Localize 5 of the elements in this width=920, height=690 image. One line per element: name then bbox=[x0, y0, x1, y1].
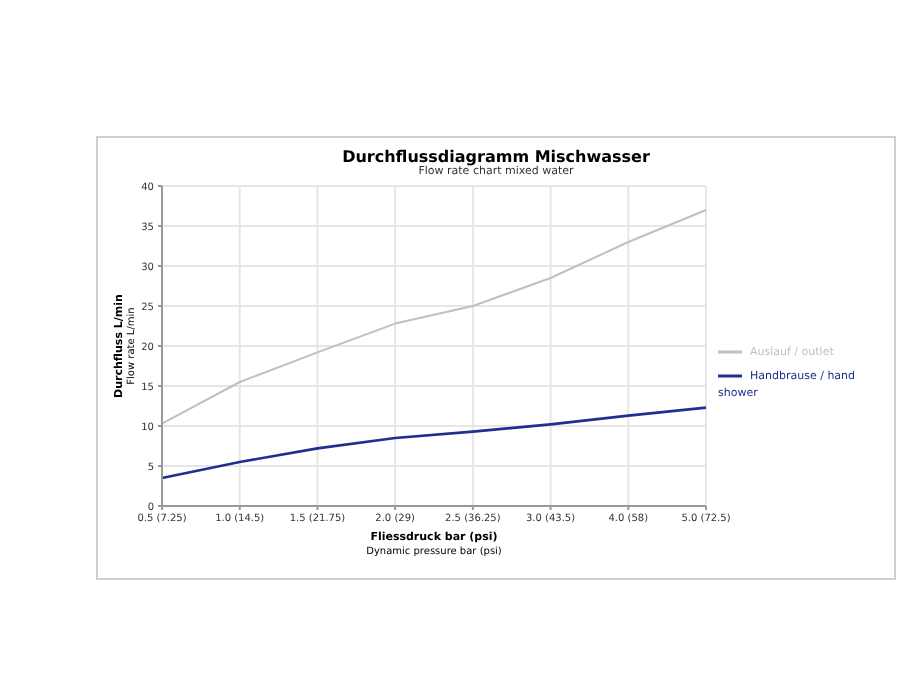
x-axis-title: Fliessdruck bar (psi) Dynamic pressure bar (psi) bbox=[366, 530, 502, 558]
line-series bbox=[161, 209, 707, 425]
line-series bbox=[160, 406, 708, 480]
y-axis-title: Durchfluss L/min Flow rate L/min bbox=[112, 293, 138, 398]
chart-title: Durchflussdiagramm Mischwasser bbox=[340, 148, 652, 166]
